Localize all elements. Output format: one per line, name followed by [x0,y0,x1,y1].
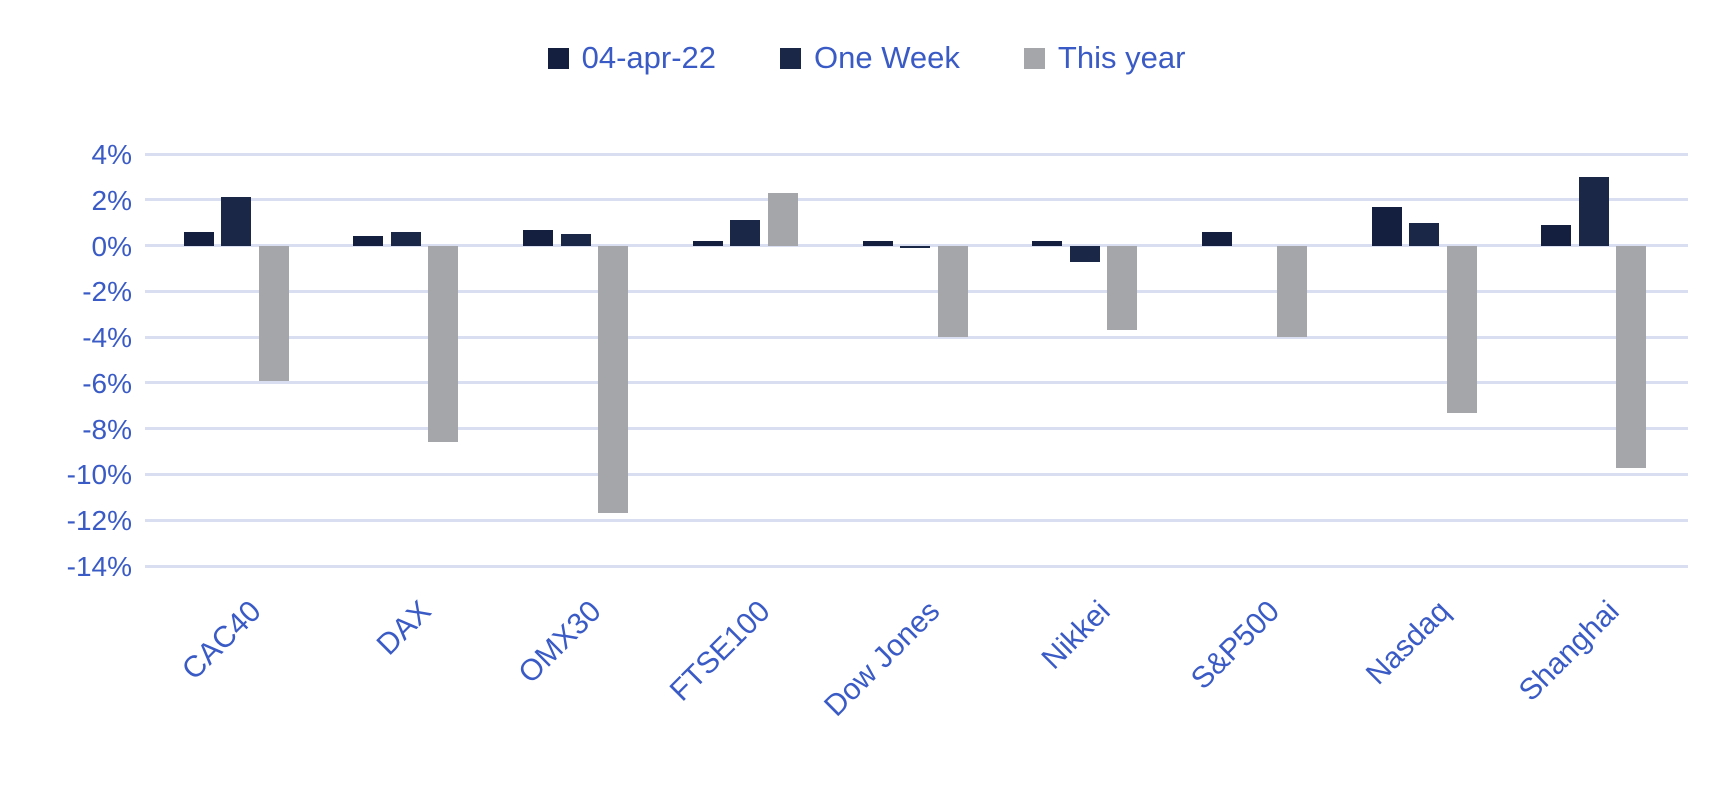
legend-swatch-this-year [1023,47,1045,69]
legend-swatch-04-apr-22 [547,47,569,69]
x-axis-label-s-p500: S&P500 [1184,594,1287,696]
bar-nikkei-04-apr-22 [1032,240,1063,246]
gridline--14% [145,564,1688,568]
bar-omx30-one-week [560,234,591,246]
gridline--12% [145,518,1688,522]
bar-shanghai-this-year [1616,245,1647,468]
x-axis-label-omx30: OMX30 [512,594,608,690]
bar-ftse100-this-year [767,192,798,246]
legend-swatch-one-week [780,47,802,69]
bar-nikkei-this-year [1107,245,1138,331]
gridline-4% [145,152,1688,156]
bar-cac40-04-apr-22 [183,231,214,246]
y-axis-tick-2%: 2% [91,184,132,216]
x-axis-label-nasdaq: Nasdaq [1359,594,1456,692]
plot-area [145,152,1688,568]
bar-nikkei-one-week [1069,245,1100,262]
gridline-2% [145,198,1688,202]
y-axis-tick--4%: -4% [82,322,132,354]
bar-nasdaq-this-year [1446,245,1477,413]
gridline--4% [145,335,1688,339]
bar-omx30-04-apr-22 [523,229,554,246]
bar-nasdaq-04-apr-22 [1371,206,1402,246]
bar-dax-04-apr-22 [353,236,384,246]
bar-shanghai-one-week [1578,176,1609,246]
bar-shanghai-04-apr-22 [1541,224,1572,246]
gridline--2% [145,289,1688,293]
bar-s-p500-04-apr-22 [1201,231,1232,246]
gridline--6% [145,381,1688,385]
gridline--10% [145,472,1688,476]
x-axis-label-dow-jones: Dow Jones [818,594,947,723]
bar-dow-jones-one-week [900,245,931,248]
x-axis-label-dax: DAX [370,594,438,662]
bar-cac40-one-week [221,197,252,246]
bar-nasdaq-one-week [1409,222,1440,246]
legend-item-this-year: This year [1023,40,1186,76]
y-axis-tick--14%: -14% [66,551,132,582]
x-axis-label-nikkei: Nikkei [1035,594,1117,676]
bar-ftse100-one-week [730,220,761,246]
gridline--8% [145,427,1688,431]
bar-dax-this-year [428,245,459,443]
y-axis-tick--2%: -2% [82,276,132,308]
y-axis-tick--12%: -12% [66,505,132,537]
legend-label-04-apr-22: 04-apr-22 [581,40,717,75]
bar-ftse100-04-apr-22 [692,240,723,246]
legend-label-this-year: This year [1057,40,1186,75]
x-axis-label-cac40: CAC40 [176,594,268,687]
y-axis-tick-4%: 4% [91,139,132,170]
bar-dax-one-week [390,231,421,246]
bar-omx30-this-year [598,245,629,514]
y-axis-tick--8%: -8% [82,413,132,445]
y-axis-tick-0%: 0% [91,230,132,262]
legend-item-one-week: One Week [780,40,960,76]
bar-s-p500-this-year [1276,245,1307,338]
y-axis-tick--10%: -10% [66,459,132,491]
bar-dow-jones-04-apr-22 [862,240,893,246]
x-axis-label-shanghai: Shanghai [1512,594,1626,708]
chart-legend: 04-apr-22 One Week This year [0,40,1733,76]
bar-cac40-this-year [258,245,289,381]
x-axis-label-ftse100: FTSE100 [664,594,778,708]
y-axis-tick--6%: -6% [82,367,132,399]
bar-dow-jones-this-year [937,245,968,338]
legend-item-04-apr-22: 04-apr-22 [547,40,717,76]
legend-label-one-week: One Week [814,40,960,75]
